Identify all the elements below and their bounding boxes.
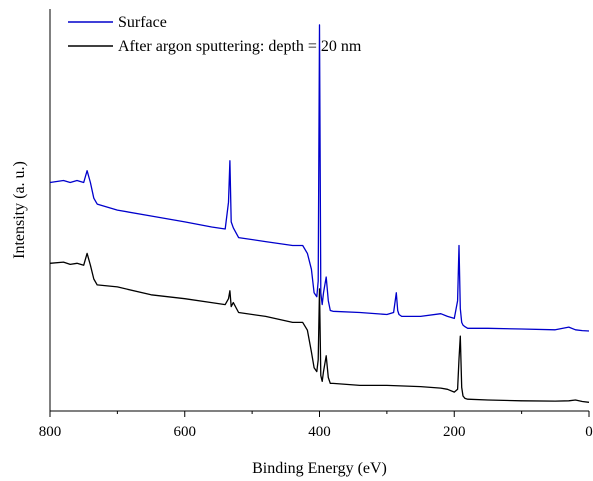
x-tick-label: 600 — [174, 424, 197, 440]
series-layer — [49, 24, 590, 403]
x-tick-label: 200 — [443, 424, 466, 440]
legend-label-1: Surface — [118, 14, 167, 31]
legend: Surface After argon sputtering: depth = 2… — [68, 14, 362, 55]
legend-label-2: After argon sputtering: depth = 20 nm — [118, 38, 362, 55]
series-line-2 — [49, 252, 590, 403]
x-axis-ticks: 800 600 400 200 0 — [39, 411, 593, 440]
series-line-1 — [49, 24, 590, 332]
x-tick-label: 400 — [308, 424, 331, 440]
x-axis-label: Binding Energy (eV) — [252, 460, 387, 477]
y-axis-label: Intensity (a. u.) — [11, 161, 28, 259]
x-tick-label: 0 — [585, 424, 593, 440]
x-tick-label: 800 — [39, 424, 62, 440]
